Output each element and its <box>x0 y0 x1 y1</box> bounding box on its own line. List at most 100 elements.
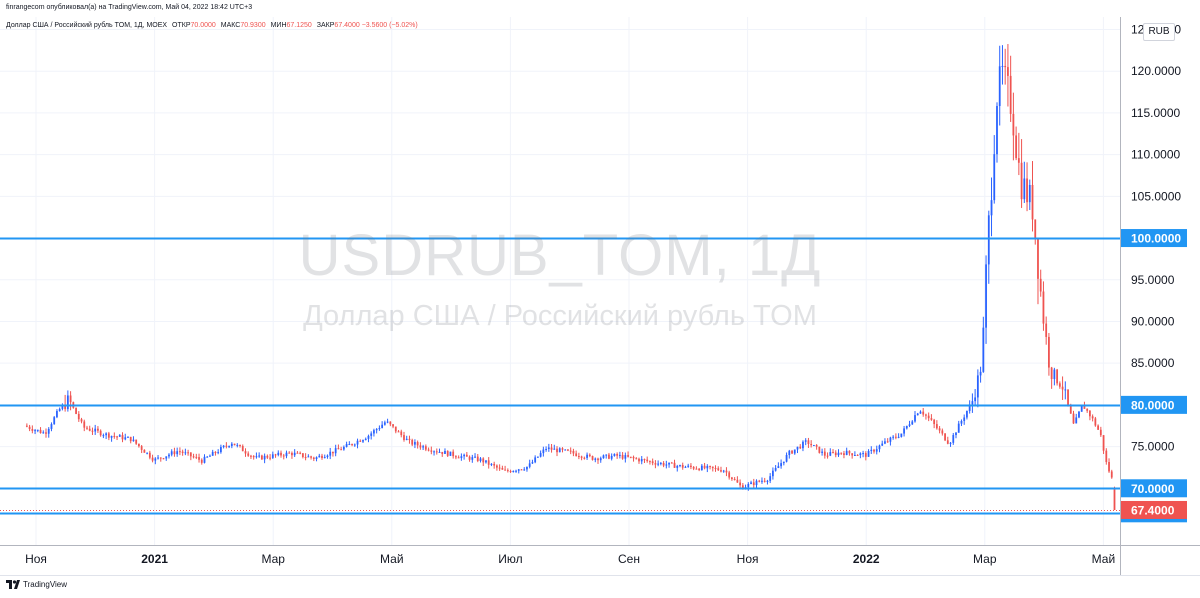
candle-body <box>416 442 419 446</box>
candle-body <box>894 436 897 438</box>
candle-body <box>189 452 192 457</box>
candle-body <box>627 455 629 457</box>
candle-body <box>512 470 515 473</box>
candle-body <box>851 453 854 456</box>
price-tick-label: 120.0000 <box>1131 64 1181 78</box>
candle-body <box>217 452 220 454</box>
tradingview-footer[interactable]: TradingView <box>6 580 67 589</box>
candle-body <box>966 410 968 418</box>
currency-button[interactable]: RUB <box>1143 23 1175 41</box>
candle-body <box>843 453 845 455</box>
time-tick-label: Май <box>380 552 404 566</box>
candle-body <box>960 420 963 424</box>
candle-body <box>610 455 613 459</box>
candle-body <box>886 441 889 443</box>
candle-body <box>651 461 654 464</box>
candle-body <box>897 436 900 438</box>
candle-body <box>539 453 542 457</box>
candle-body <box>88 428 91 431</box>
candle-body <box>957 423 960 433</box>
candle-body <box>990 200 993 216</box>
candle-body <box>274 454 277 456</box>
candle-body <box>200 459 203 463</box>
candle-body <box>785 454 788 462</box>
candle-body <box>698 468 701 471</box>
candle-body <box>206 456 209 458</box>
candle-body <box>485 460 487 463</box>
candle-body <box>911 421 914 425</box>
candle-body <box>1110 471 1113 478</box>
candle-body <box>624 455 627 459</box>
candle-body <box>509 471 512 473</box>
candle-body <box>870 449 873 451</box>
candle-body <box>184 452 187 454</box>
candle-body <box>441 451 444 454</box>
candle-body <box>1050 367 1053 380</box>
candle-body <box>927 415 930 419</box>
candle-body <box>971 401 974 405</box>
candle-body <box>225 445 228 447</box>
candle-body <box>1113 488 1116 510</box>
candle-body <box>370 433 373 436</box>
candle-body <box>998 66 1001 107</box>
candle-body <box>1028 184 1031 203</box>
candle-body <box>296 452 299 454</box>
candle-body <box>203 456 206 463</box>
candle-body <box>69 395 72 403</box>
candle-body <box>829 452 832 456</box>
candle-body <box>53 417 56 425</box>
candle-body <box>482 458 485 463</box>
candle-body <box>266 455 269 458</box>
candle-body <box>351 444 353 446</box>
candle-body <box>812 445 815 447</box>
candle-body <box>873 449 875 452</box>
candle-body <box>334 448 337 454</box>
candle-body <box>605 454 608 456</box>
candle-body <box>424 446 427 450</box>
candle-body <box>933 419 936 425</box>
candle-body <box>280 452 282 456</box>
horizontal-levels[interactable] <box>0 237 1120 515</box>
candle-body <box>75 407 77 414</box>
level-price-badge-bg <box>1121 229 1187 248</box>
candle-body <box>963 417 966 421</box>
candle-body <box>553 448 556 450</box>
candle-body <box>791 450 793 454</box>
candle-body <box>151 457 154 461</box>
candle-body <box>373 430 375 434</box>
candle-body <box>1067 389 1069 405</box>
candle-body <box>1064 389 1067 391</box>
candle-body <box>793 449 796 454</box>
candle-body <box>1034 219 1037 240</box>
candle-body <box>515 470 517 472</box>
candle-body <box>845 450 848 455</box>
candle-body <box>47 428 50 434</box>
candle-body <box>504 469 506 471</box>
level-price-badge-bg <box>1121 395 1187 414</box>
candle-body <box>892 436 895 438</box>
candle-body <box>949 442 952 444</box>
candle-body <box>673 462 676 468</box>
candle-body <box>818 446 821 453</box>
candle-body <box>556 448 558 453</box>
candle-body <box>364 438 367 441</box>
price-tick-label: 110.0000 <box>1131 148 1180 162</box>
candle-body <box>271 454 274 458</box>
candle-body <box>80 419 83 422</box>
candle-body <box>659 462 662 464</box>
candle-body <box>315 457 318 460</box>
level-price-badge: 100.0000 <box>1131 232 1181 246</box>
candle-body <box>987 215 990 265</box>
candle-body <box>170 451 173 455</box>
candle-body <box>1017 158 1020 163</box>
candle-body <box>728 472 731 478</box>
candle-body <box>1009 75 1012 114</box>
candle-body <box>1037 239 1039 279</box>
candle-body <box>1089 410 1091 417</box>
candle-body <box>1007 67 1009 76</box>
candle-body <box>77 413 80 420</box>
candle-body <box>498 467 501 469</box>
candle-body <box>457 457 460 459</box>
candle-body <box>129 436 132 442</box>
